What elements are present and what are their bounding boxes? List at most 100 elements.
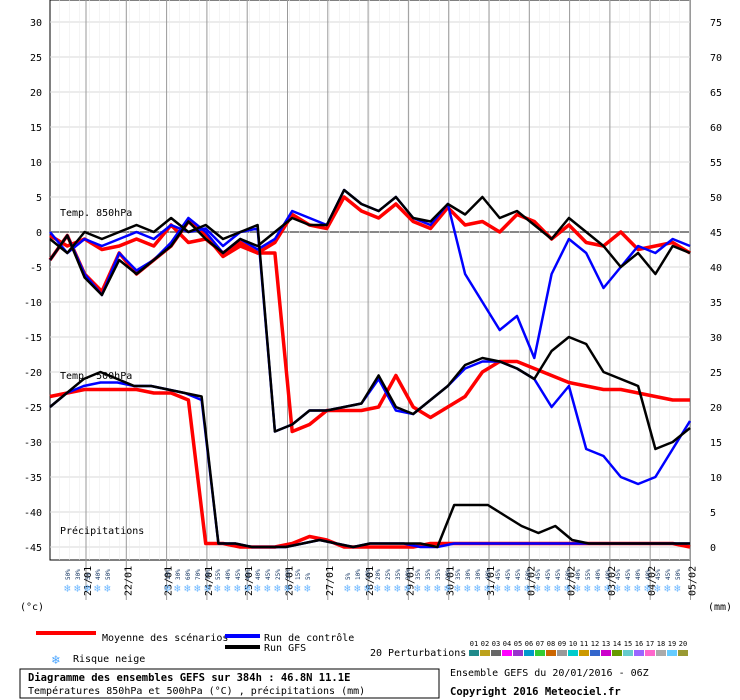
date-label: 23/01 xyxy=(164,566,175,596)
perturbation-swatch xyxy=(623,650,633,656)
perturbation-id: 14 xyxy=(613,640,621,648)
snowflake-icon: ❄ xyxy=(404,582,411,595)
left-tick-label: -35 xyxy=(24,473,42,484)
left-axis: 30 25 20 15 10 5 0 -5 -10 -15 -20 -25 -30 -35 -40 -45 xyxy=(24,18,42,554)
perturbation-swatch xyxy=(469,650,479,656)
snow-risk-value: 55% xyxy=(585,569,592,580)
snow-risk-value: 30% xyxy=(405,569,412,580)
perturbation-id: 12 xyxy=(591,640,599,648)
snowflake-icon: ❄ xyxy=(424,582,431,595)
left-tick-label: -30 xyxy=(24,438,42,449)
left-tick-label: 5 xyxy=(36,193,42,204)
snowflake-icon: ❄ xyxy=(94,582,101,595)
snow-risk-value: 20% xyxy=(445,569,452,580)
perturbation-swatch xyxy=(590,650,600,656)
snow-risk-value: 70% xyxy=(205,569,212,580)
snow-risk-value: 5% xyxy=(85,572,92,580)
snow-risk-value: 30% xyxy=(175,569,182,580)
ensemble-info: Ensemble GEFS du 20/01/2016 - 06Z xyxy=(450,668,649,679)
left-tick-label: -15 xyxy=(24,333,42,344)
snowflake-icon: ❄ xyxy=(344,582,351,595)
perturbation-swatch xyxy=(546,650,556,656)
snow-risk-value: 40% xyxy=(605,569,612,580)
perturbation-id: 05 xyxy=(514,640,522,648)
perturbation-swatch xyxy=(579,650,589,656)
right-tick-label: 30 xyxy=(710,333,722,344)
snowflake-icon: ❄ xyxy=(174,582,181,595)
left-tick-label: 10 xyxy=(30,158,42,169)
snow-risk-value: 35% xyxy=(455,569,462,580)
plot-frame xyxy=(49,0,691,561)
snow-risk-value: 50% xyxy=(65,569,72,580)
perturbation-id: 10 xyxy=(569,640,577,648)
snow-risk-value: 20% xyxy=(375,569,382,580)
snow-risk-value: 40% xyxy=(645,569,652,580)
date-label: 02/02 xyxy=(567,566,578,596)
date-label: 25/01 xyxy=(244,566,255,596)
snow-risk-value: 10% xyxy=(355,569,362,580)
snow-risk-value: 35% xyxy=(285,569,292,580)
snowflake-icon: ❄ xyxy=(394,582,401,595)
snow-risk-value: 15% xyxy=(165,569,172,580)
snowflake-icon: ❄ xyxy=(384,582,391,595)
snow-risk-value: 25% xyxy=(275,569,282,580)
snow-risk-value: 35% xyxy=(435,569,442,580)
snow-risk-value: 40% xyxy=(95,569,102,580)
snowflake-icon: ❄ xyxy=(674,582,681,595)
perturbation-id: 15 xyxy=(624,640,632,648)
perturbation-id: 06 xyxy=(525,640,533,648)
left-tick-label: -20 xyxy=(24,368,42,379)
perturbation-swatch xyxy=(634,650,644,656)
t500-label: Temp. 500hPa xyxy=(60,371,132,382)
snowflake-icon: ❄ xyxy=(164,582,171,595)
snow-risk-value: 5% xyxy=(305,572,312,580)
snowflake-icon: ❄ xyxy=(294,582,301,595)
perturbation-id: 09 xyxy=(558,640,566,648)
perturbation-swatch xyxy=(535,650,545,656)
date-label: 30/01 xyxy=(446,566,457,596)
date-label: 26/01 xyxy=(285,566,296,596)
snow-risk-value: 45% xyxy=(655,569,662,580)
series-line xyxy=(49,216,691,451)
left-tick-label: 30 xyxy=(30,18,42,29)
snowflake-icon: ❄ xyxy=(284,582,291,595)
right-tick-label: 35 xyxy=(710,298,722,309)
snowflake-icon: ❄ xyxy=(414,582,421,595)
snowflake-icon: ❄ xyxy=(654,582,661,595)
right-tick-label: 40 xyxy=(710,263,722,274)
perturbation-id: 11 xyxy=(580,640,588,648)
snowflake-icon: ❄ xyxy=(484,582,491,595)
snow-risk-value: 30% xyxy=(475,569,482,580)
snowflake-icon: ❄ xyxy=(234,582,241,595)
t850-label: Temp. 850hPa xyxy=(60,208,132,219)
snow-risk-value: 35% xyxy=(425,569,432,580)
chart-title: Diagramme des ensembles GEFS sur 384h : … xyxy=(28,672,350,684)
right-unit-label: (mm) xyxy=(708,602,732,613)
perturbation-swatch xyxy=(491,650,501,656)
snowflake-icon: ❄ xyxy=(64,582,71,595)
snowflake-icon: ❄ xyxy=(84,582,91,595)
snowflake-icon: ❄ xyxy=(51,653,60,668)
snowflake-icon: ❄ xyxy=(244,582,251,595)
date-label: 05/02 xyxy=(688,566,699,596)
perturbation-id: 01 xyxy=(470,640,478,648)
date-label: 28/01 xyxy=(365,566,376,596)
snow-risk-value: 45% xyxy=(235,569,242,580)
perturbation-id: 08 xyxy=(547,640,555,648)
snowflake-icon: ❄ xyxy=(304,582,311,595)
snow-risk-value: 55% xyxy=(215,569,222,580)
snowflake-icon: ❄ xyxy=(194,582,201,595)
left-tick-label: -10 xyxy=(24,298,42,309)
snow-risk-value: 40% xyxy=(255,569,262,580)
snow-risk-value: 50% xyxy=(565,569,572,580)
snowflake-icon: ❄ xyxy=(614,582,621,595)
legend: Moyenne des scénarios Run de contrôle Ru… xyxy=(36,631,688,668)
snow-risk-value: 45% xyxy=(535,569,542,580)
snow-risk-value: 50% xyxy=(105,569,112,580)
right-tick-label: 75 xyxy=(710,18,722,29)
snowflake-icon: ❄ xyxy=(474,582,481,595)
snowflake-icon: ❄ xyxy=(544,582,551,595)
right-tick-label: 45 xyxy=(710,228,722,239)
perturbation-id: 02 xyxy=(481,640,489,648)
